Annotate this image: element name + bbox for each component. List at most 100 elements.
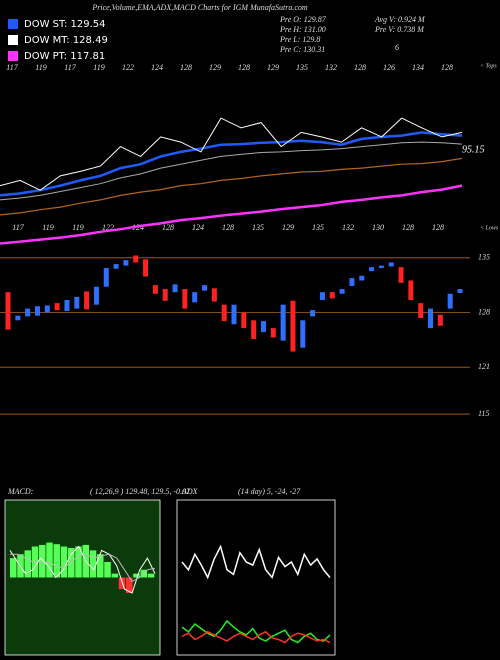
bottom-label: 128 xyxy=(162,223,174,232)
info-text: Pre L: 129.8 xyxy=(279,35,320,44)
candle xyxy=(143,259,149,277)
candle xyxy=(319,292,325,300)
candle xyxy=(74,296,80,309)
bottom-label: 129 xyxy=(282,223,294,232)
bottom-label: 119 xyxy=(72,223,83,232)
candle xyxy=(133,255,139,263)
macd-line xyxy=(10,553,156,583)
price-line xyxy=(0,141,463,201)
candle xyxy=(349,278,355,286)
top-label: 126 xyxy=(383,63,395,72)
histogram-bar xyxy=(24,550,32,578)
histogram-bar xyxy=(39,544,46,578)
legend-label: DOW ST: 129.54 xyxy=(24,19,106,30)
candle xyxy=(310,310,316,317)
candle xyxy=(280,304,286,341)
bottom-label: 119 xyxy=(42,223,53,232)
histogram-bar xyxy=(89,550,97,578)
candle xyxy=(437,314,443,326)
top-label: 129 xyxy=(267,63,279,72)
histogram-bar xyxy=(104,562,111,578)
bottom-label: 128 xyxy=(222,223,234,232)
info-text: Avg V: 0.924 M xyxy=(374,15,426,24)
histogram-bar xyxy=(68,548,75,578)
candle xyxy=(359,275,365,281)
top-label: 117 xyxy=(64,63,76,72)
bottom-label: 124 xyxy=(192,223,204,232)
candle xyxy=(408,280,414,300)
candle xyxy=(182,289,188,309)
bottom-label: 128 xyxy=(432,223,444,232)
top-label: 119 xyxy=(35,63,46,72)
top-label: 129 xyxy=(209,63,221,72)
candle xyxy=(260,321,266,333)
candle xyxy=(202,285,208,291)
candle xyxy=(388,262,394,267)
y-tick-label: 135 xyxy=(478,253,490,262)
bottom-label: 132 xyxy=(342,223,354,232)
candle xyxy=(211,288,217,302)
top-label: 134 xyxy=(412,63,424,72)
candle xyxy=(93,286,99,305)
histogram-bar xyxy=(75,546,82,578)
candle xyxy=(251,320,257,340)
info-text: 6 xyxy=(395,43,399,52)
price-line xyxy=(0,117,463,191)
top-label: 117 xyxy=(6,63,18,72)
adx-line xyxy=(181,544,331,580)
candle xyxy=(5,292,11,330)
candle xyxy=(34,306,40,316)
tops-label: < Tops xyxy=(480,63,497,69)
top-label: 128 xyxy=(441,63,453,72)
candle xyxy=(162,289,168,301)
candle xyxy=(172,284,178,293)
candle xyxy=(329,292,335,299)
candle xyxy=(339,289,345,294)
top-label: 132 xyxy=(325,63,337,72)
candle xyxy=(64,300,70,311)
candle xyxy=(241,312,247,329)
histogram-bar xyxy=(118,577,126,590)
y-tick-label: 128 xyxy=(478,307,490,316)
panel-title: MACD: xyxy=(7,487,34,496)
annotation: 95.15 xyxy=(462,144,485,155)
legend-swatch xyxy=(8,35,18,45)
bottom-label: 130 xyxy=(372,223,384,232)
histogram-bar xyxy=(10,558,17,578)
candle xyxy=(123,260,129,266)
top-label: 119 xyxy=(93,63,104,72)
candle xyxy=(378,265,384,268)
candle xyxy=(103,267,109,287)
candle xyxy=(270,328,276,338)
top-label: 135 xyxy=(296,63,308,72)
candle xyxy=(428,308,434,329)
top-label: 128 xyxy=(180,63,192,72)
candle xyxy=(221,304,227,322)
candle xyxy=(398,267,404,283)
legend-swatch xyxy=(8,51,18,61)
candle xyxy=(113,264,119,269)
candle xyxy=(290,300,296,352)
candle xyxy=(300,320,306,348)
candle xyxy=(192,292,198,303)
candle xyxy=(447,293,453,309)
bottom-label: 135 xyxy=(252,223,264,232)
info-text: Pre O: 129.87 xyxy=(279,15,327,24)
bottom-label: 122 xyxy=(102,223,114,232)
candle xyxy=(84,291,90,310)
histogram-bar xyxy=(60,546,68,578)
info-text: Pre C: 130.31 xyxy=(279,45,325,54)
histogram-bar xyxy=(111,573,119,578)
legend-swatch xyxy=(8,19,18,29)
bottom-label: 135 xyxy=(312,223,324,232)
candle xyxy=(152,285,158,294)
panel xyxy=(176,499,336,656)
bottom-label: 117 xyxy=(12,223,24,232)
info-text: Pre H: 131.00 xyxy=(279,25,326,34)
price-line xyxy=(0,131,463,197)
y-tick-label: 121 xyxy=(478,362,490,371)
page-title: Price,Volume,EMA,ADX,MACD Charts for IGM… xyxy=(91,3,308,12)
candle xyxy=(231,304,237,325)
bottom-label: 128 xyxy=(402,223,414,232)
